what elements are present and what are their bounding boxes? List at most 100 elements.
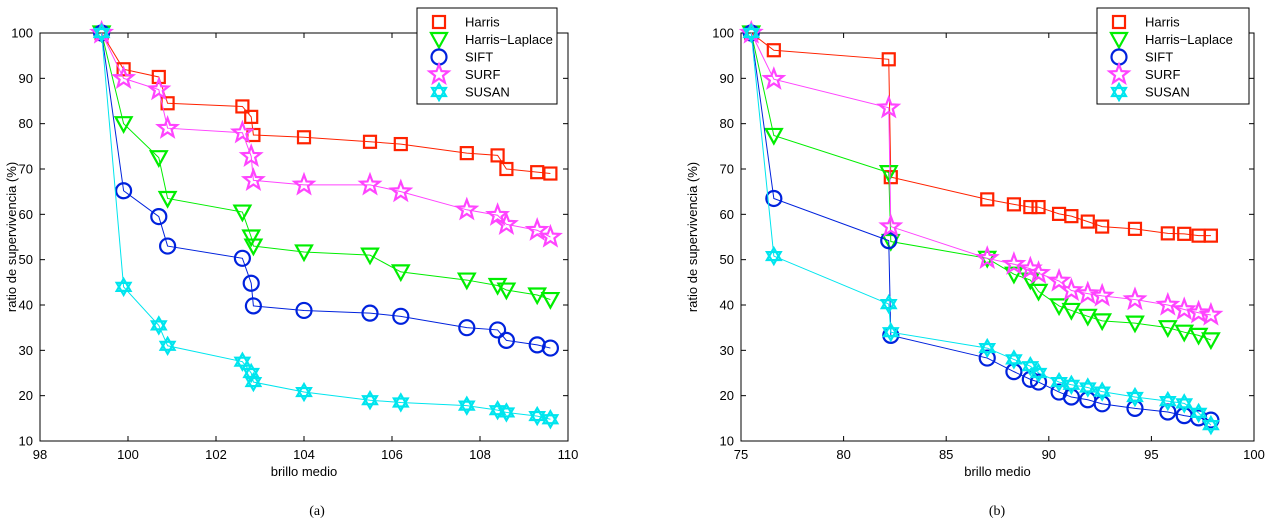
data-point <box>1186 299 1212 324</box>
data-point <box>393 136 408 152</box>
legend-label: SUSAN <box>465 85 510 100</box>
legend-label: SIFT <box>465 50 493 65</box>
x-tick-label: 90 <box>1042 447 1056 462</box>
data-point-tri-down <box>295 386 313 403</box>
data-point <box>980 192 995 207</box>
data-point <box>240 167 266 191</box>
data-point-tri-down <box>1062 379 1081 395</box>
data-point <box>244 297 262 315</box>
data-point-tri-up <box>764 245 783 262</box>
data-point <box>1077 308 1098 327</box>
data-point <box>1093 381 1111 402</box>
y-tick-label: 60 <box>19 207 33 222</box>
data-point <box>541 339 560 357</box>
data-point <box>1005 349 1023 370</box>
legend-marker <box>431 14 447 30</box>
y-tick-label: 70 <box>19 162 33 177</box>
data-point-tri-down <box>1158 396 1177 412</box>
data-point-tri-down <box>1078 382 1097 398</box>
data-point-tri-down <box>879 298 898 315</box>
data-point <box>151 69 166 85</box>
data-point <box>742 22 761 44</box>
series-line <box>101 32 551 349</box>
series-susan <box>742 22 1220 436</box>
x-tick-label: 98 <box>33 447 47 462</box>
data-point-tri-down <box>742 27 761 44</box>
x-tick-label: 85 <box>939 447 953 462</box>
data-point <box>485 202 511 226</box>
subfigure-caption: (a) <box>309 504 325 519</box>
data-point <box>537 223 563 248</box>
legend-marker-tri-up <box>1110 81 1128 98</box>
data-point <box>296 130 312 145</box>
data-point <box>235 99 250 114</box>
data-point <box>295 301 313 320</box>
data-point-tri-up <box>541 409 560 425</box>
data-point-tri-up <box>742 22 761 39</box>
data-point-tri-down <box>158 340 177 356</box>
legend-marker <box>1110 81 1128 103</box>
y-tick-label: 30 <box>19 343 33 358</box>
data-point-tri-up <box>1175 393 1194 409</box>
y-tick-label: 80 <box>19 116 33 131</box>
x-tick-label: 102 <box>205 447 227 462</box>
data-point <box>978 337 997 359</box>
data-point <box>1175 393 1194 414</box>
data-point <box>1203 228 1219 243</box>
data-point <box>1029 373 1048 391</box>
data-point-tri-up <box>114 276 133 292</box>
data-point <box>497 331 515 349</box>
data-point-tri-up <box>391 392 410 408</box>
data-point-tri-down <box>764 250 783 267</box>
data-point <box>392 307 410 325</box>
legend-label: SURF <box>1145 67 1180 82</box>
legend-marker <box>426 61 452 86</box>
data-point <box>496 282 517 301</box>
data-point <box>490 148 505 163</box>
data-point-tri-down <box>1189 407 1208 424</box>
legend-label: SIFT <box>1145 50 1173 65</box>
data-point <box>1160 226 1175 241</box>
data-point-tri-up <box>233 351 252 367</box>
data-point <box>244 371 263 393</box>
data-point <box>1202 414 1220 436</box>
data-point <box>1189 402 1208 424</box>
data-point-tri-down <box>978 342 997 359</box>
data-point <box>1075 280 1101 305</box>
data-point <box>1078 377 1097 398</box>
x-tick-label: 106 <box>381 447 403 462</box>
data-point <box>530 165 545 180</box>
data-point-tri-up <box>497 402 516 418</box>
data-point <box>243 238 264 257</box>
data-point-tri-up <box>1021 356 1040 372</box>
data-point <box>876 94 902 119</box>
data-point <box>391 392 410 413</box>
data-point <box>766 43 781 58</box>
data-point <box>459 146 474 161</box>
data-point-tri-down <box>1126 391 1144 408</box>
x-tick-label: 108 <box>469 447 491 462</box>
data-point <box>361 304 379 322</box>
data-point-tri-down <box>1005 354 1023 370</box>
data-point-tri-up <box>1189 402 1208 418</box>
x-tick-label: 100 <box>117 447 139 462</box>
data-point <box>454 196 480 221</box>
data-point-tri-up <box>158 335 177 351</box>
data-point-tri-up <box>528 405 547 422</box>
data-point <box>879 293 898 315</box>
legend-marker <box>1109 31 1129 50</box>
data-point <box>881 322 900 343</box>
data-point <box>244 109 259 124</box>
x-tick-label: 100 <box>1243 447 1265 462</box>
data-point <box>158 335 177 356</box>
data-point-tri-up <box>879 293 898 310</box>
data-point <box>1031 199 1046 215</box>
data-point <box>1177 226 1192 241</box>
legend-label: Harris−Laplace <box>1145 32 1233 47</box>
data-point-tri-up <box>881 322 900 338</box>
data-point <box>1006 197 1022 212</box>
data-point <box>763 127 784 146</box>
x-tick-label: 80 <box>836 447 850 462</box>
legend-label: Harris−Laplace <box>465 32 553 47</box>
